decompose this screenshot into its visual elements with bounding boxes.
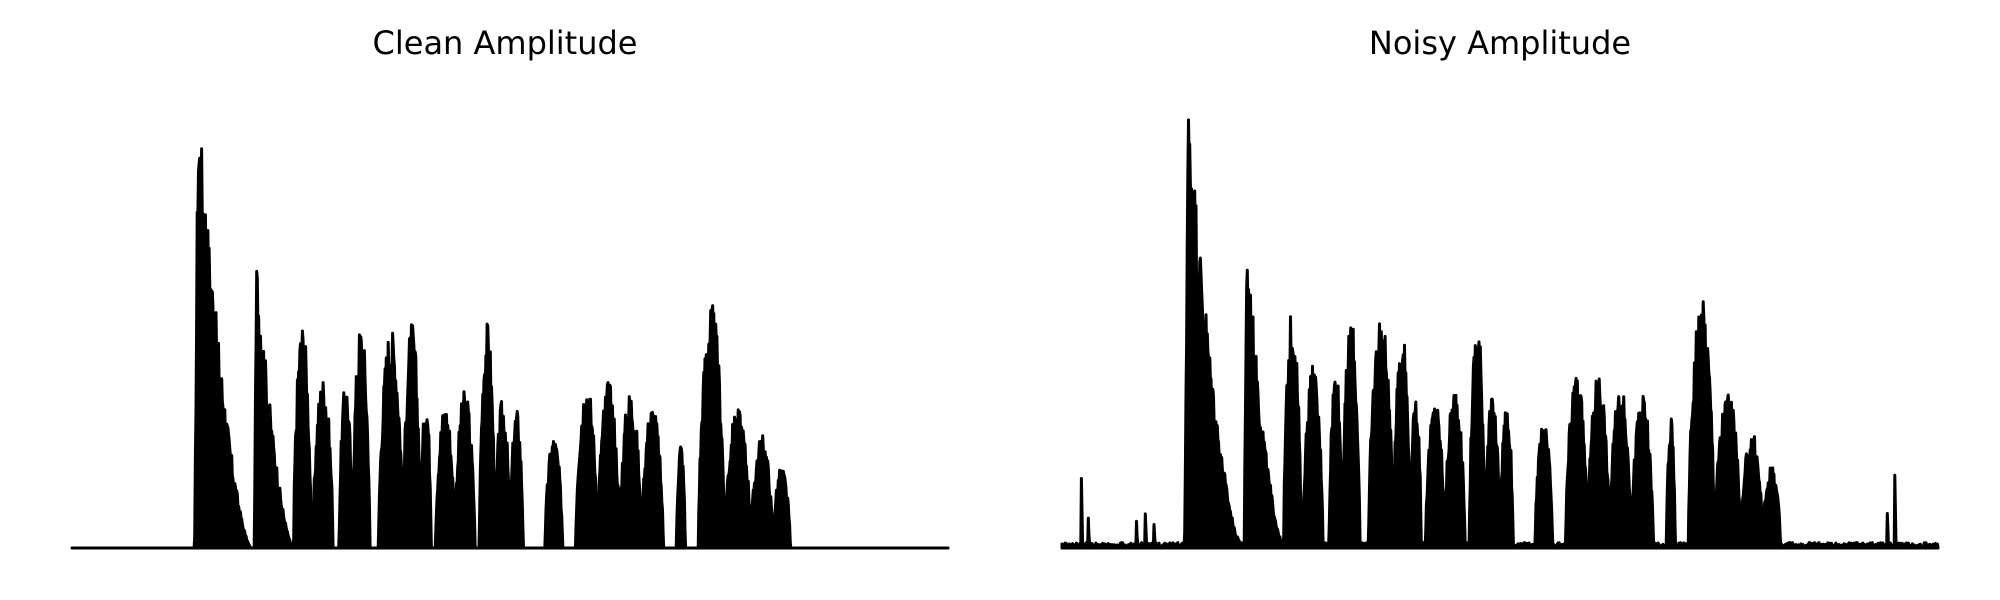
marks-noisy	[1060, 118, 1940, 550]
amplitude-area	[1060, 118, 1940, 550]
chart-title-noisy: Noisy Amplitude	[1368, 24, 1632, 62]
chart-panel-clean: Clean Amplitude	[70, 24, 950, 550]
plot-noisy	[1060, 118, 1940, 550]
marks-clean	[70, 147, 950, 550]
plot-clean	[70, 147, 950, 550]
amplitude-area	[70, 147, 950, 550]
chart-title-clean: Clean Amplitude	[372, 24, 638, 62]
chart-panel-noisy: Noisy Amplitude	[1000, 0, 2000, 600]
